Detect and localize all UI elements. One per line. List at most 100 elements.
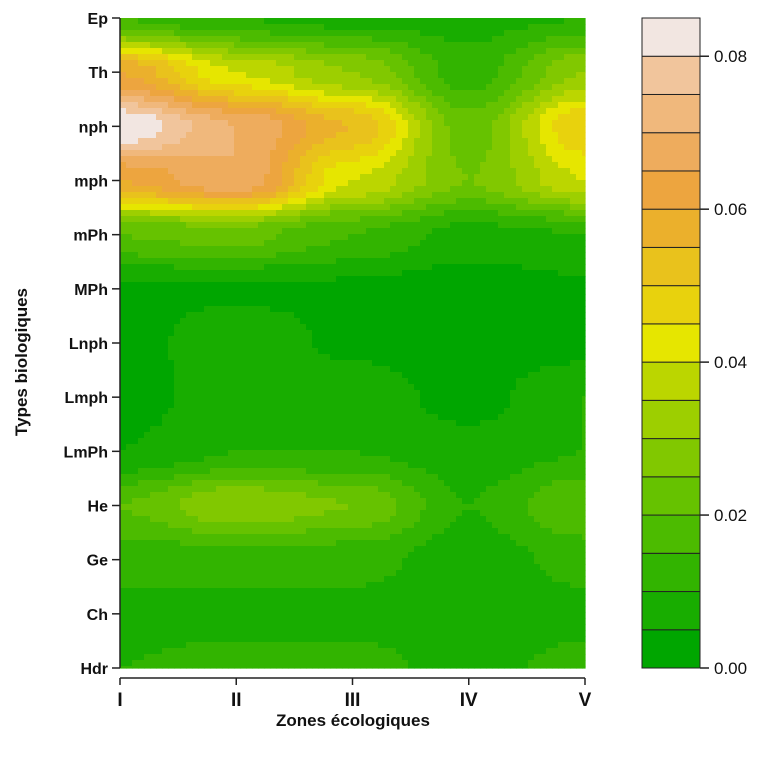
heatmap-cell: [510, 36, 517, 43]
heatmap-cell: [516, 396, 523, 403]
heatmap-cell: [120, 24, 127, 31]
heatmap-cell: [282, 360, 289, 367]
heatmap-cell: [198, 24, 205, 31]
heatmap-cell: [522, 66, 529, 73]
heatmap-cell: [246, 198, 253, 205]
heatmap-cell: [414, 264, 421, 271]
heatmap-cell: [390, 222, 397, 229]
heatmap-cell: [558, 366, 565, 373]
heatmap-cell: [498, 348, 505, 355]
heatmap-cell: [282, 354, 289, 361]
heatmap-cell: [504, 348, 511, 355]
heatmap-cell: [264, 30, 271, 37]
heatmap-cell: [300, 204, 307, 211]
heatmap-cell: [570, 306, 577, 313]
heatmap-cell: [186, 210, 193, 217]
heatmap-cell: [270, 348, 277, 355]
heatmap-cell: [468, 318, 475, 325]
heatmap-cell: [246, 270, 253, 277]
heatmap-cell: [120, 210, 127, 217]
heatmap-cell: [486, 114, 493, 121]
heatmap-cell: [510, 372, 517, 379]
heatmap-cell: [264, 354, 271, 361]
heatmap-cell: [174, 168, 181, 175]
heatmap-cell: [534, 324, 541, 331]
heatmap-cell: [354, 234, 361, 241]
heatmap-cell: [360, 228, 367, 235]
heatmap-cell: [570, 258, 577, 265]
heatmap-cell: [504, 396, 511, 403]
heatmap-cell: [282, 216, 289, 223]
heatmap-cell: [462, 174, 469, 181]
heatmap-cell: [336, 186, 343, 193]
heatmap-cell: [414, 366, 421, 373]
heatmap-cell: [300, 246, 307, 253]
heatmap-cell: [438, 90, 445, 97]
heatmap-cell: [240, 366, 247, 373]
heatmap-cell: [414, 114, 421, 121]
heatmap-cell: [186, 342, 193, 349]
heatmap-cell: [252, 366, 259, 373]
heatmap-cell: [306, 186, 313, 193]
heatmap-cell: [540, 330, 547, 337]
heatmap-cell: [408, 360, 415, 367]
heatmap-cell: [306, 252, 313, 259]
heatmap-cell: [372, 96, 379, 103]
heatmap-cell: [420, 138, 427, 145]
heatmap-cell: [204, 54, 211, 61]
heatmap-cell: [150, 90, 157, 97]
heatmap-cell: [132, 102, 139, 109]
heatmap-cell: [390, 114, 397, 121]
heatmap-cell: [162, 306, 169, 313]
heatmap-cell: [288, 210, 295, 217]
heatmap-cell: [564, 18, 571, 25]
heatmap-cell: [426, 312, 433, 319]
heatmap-cell: [576, 210, 583, 217]
heatmap-cell: [216, 132, 223, 139]
heatmap-cell: [144, 180, 151, 187]
heatmap-cell: [156, 90, 163, 97]
heatmap-cell: [228, 60, 235, 67]
heatmap-cell: [516, 126, 523, 133]
heatmap-cell: [486, 42, 493, 49]
heatmap-cell: [150, 372, 157, 379]
heatmap-cell: [390, 198, 397, 205]
heatmap-cell: [180, 234, 187, 241]
heatmap-cell: [324, 318, 331, 325]
heatmap-cell: [330, 216, 337, 223]
heatmap-cell: [432, 396, 439, 403]
heatmap-cell: [276, 228, 283, 235]
heatmap-cell: [270, 18, 277, 25]
heatmap-cell: [324, 258, 331, 265]
heatmap-cell: [144, 216, 151, 223]
heatmap-cell: [528, 102, 535, 109]
heatmap-cell: [330, 102, 337, 109]
heatmap-cell: [504, 216, 511, 223]
heatmap-cell: [144, 234, 151, 241]
heatmap-cell: [450, 150, 457, 157]
heatmap-cell: [498, 150, 505, 157]
heatmap-cell: [216, 264, 223, 271]
heatmap-cell: [228, 360, 235, 367]
heatmap-cell: [366, 84, 373, 91]
heatmap-cell: [516, 324, 523, 331]
heatmap-cell: [180, 366, 187, 373]
heatmap-cell: [444, 336, 451, 343]
heatmap-cell: [510, 270, 517, 277]
heatmap-cell: [432, 192, 439, 199]
heatmap-cell: [156, 246, 163, 253]
heatmap-cell: [510, 264, 517, 271]
heatmap-cell: [318, 84, 325, 91]
heatmap-cell: [492, 306, 499, 313]
heatmap-cell: [198, 150, 205, 157]
heatmap-cell: [216, 24, 223, 31]
heatmap-cell: [576, 288, 583, 295]
heatmap-cell: [306, 222, 313, 229]
heatmap-cell: [480, 246, 487, 253]
heatmap-cell: [396, 210, 403, 217]
heatmap-cell: [240, 192, 247, 199]
heatmap-cell: [240, 396, 247, 403]
heatmap-cell: [258, 102, 265, 109]
heatmap-cell: [294, 354, 301, 361]
heatmap-cell: [438, 342, 445, 349]
